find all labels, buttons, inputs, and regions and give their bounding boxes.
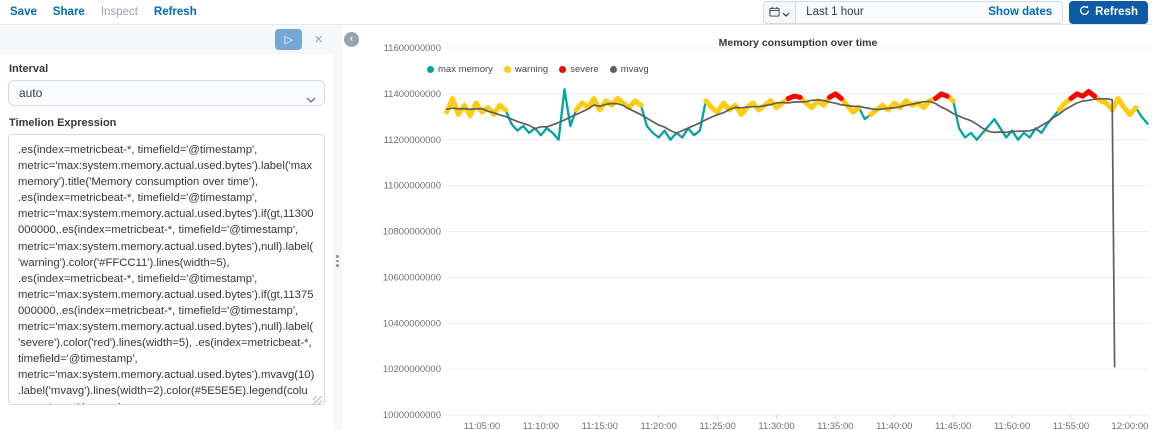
memory-consumption-chart: 11600000000 11400000000 11200000000 1100000… [383,43,1150,430]
x-axis-tick-label: 11:55:00 [1053,421,1089,430]
refresh-button[interactable]: Refresh [1069,0,1148,24]
legend-item-max-memory[interactable]: max memory [427,64,493,75]
legend-item-warning[interactable]: warning [503,64,549,75]
x-axis-tick-label: 11:35:00 [817,421,853,430]
legend-dot-max-memory [427,66,434,73]
legend-item-mvavg[interactable]: mvavg [609,64,649,75]
close-icon: × [314,31,323,48]
legend-item-severe[interactable]: severe [559,64,599,75]
y-axis-tick-label: 10400000000 [383,318,441,329]
options-panel-toolbar: ▷ × [0,25,333,54]
x-axis-tick-label: 11:10:00 [523,421,559,430]
series-severe-line [827,91,844,101]
vertical-dots-icon [336,253,339,269]
series-mvavg-line [445,97,1116,368]
options-form: Interval auto Timelion Expression .es(in… [0,54,333,410]
chart-panel: ‹ Memory consumption over time max memor… [342,25,1152,430]
x-axis-tick-label: 11:50:00 [994,421,1030,430]
apply-changes-button[interactable]: ▷ [275,29,303,50]
show-dates-button[interactable]: Show dates [978,6,1062,18]
x-axis-tick-label: 11:05:00 [464,421,500,430]
legend-dot-mvavg [609,66,617,73]
legend-dot-warning [503,66,511,73]
y-axis-tick-label: 10600000000 [383,272,441,283]
x-axis-tick-label: 11:30:00 [758,421,794,430]
interval-select[interactable]: auto [8,80,325,106]
refresh-button-label: Refresh [1095,6,1138,18]
save-button[interactable]: Save [10,6,37,18]
share-button[interactable]: Share [52,6,85,18]
play-icon: ▷ [284,34,293,46]
chevron-left-circle-icon: ‹ [349,33,354,45]
panel-resizer[interactable] [333,25,342,430]
refresh-link[interactable]: Refresh [153,6,197,18]
calendar-icon [769,5,780,20]
time-range-value[interactable]: Last 1 hour [806,6,864,18]
x-axis-tick-label: 11:45:00 [935,421,971,430]
legend-label: mvavg [620,64,649,75]
legend-label: warning [514,64,549,75]
series-warning-line [1056,89,1139,117]
discard-changes-button[interactable]: × [314,32,323,47]
y-axis-tick-label: 11400000000 [384,89,441,100]
expression-textarea-wrap: .es(index=metricbeat-*, timefield='@time… [8,134,325,410]
collapse-panel-button[interactable]: ‹ [344,32,359,47]
top-app-bar: Save Share Inspect Refresh Last 1 hour S… [0,0,1152,25]
legend-label: max memory [438,64,493,75]
legend-dot-severe [559,66,567,73]
x-axis-tick-label: 11:15:00 [582,421,618,430]
chart-legend: max memory warning severe mvavg [427,64,649,75]
y-axis-tick-label: 11200000000 [384,135,441,146]
inspect-button[interactable]: Inspect [100,6,138,18]
series-severe-line [933,91,950,101]
x-axis-tick-label: 11:20:00 [641,421,677,430]
y-axis-tick-label: 10800000000 [383,227,441,238]
y-axis-tick-label: 11000000000 [384,181,441,192]
super-date-picker: Last 1 hour Show dates [763,0,1064,24]
x-axis-tick-label: 11:25:00 [699,421,735,430]
series-warning-line [573,96,644,113]
quick-select-menu-button[interactable] [764,1,797,23]
legend-label: severe [570,64,599,75]
refresh-cycle-icon [1079,5,1090,19]
chart-title: Memory consumption over time [718,37,878,49]
y-axis-tick-label: 11600000000 [384,43,441,54]
y-axis-tick-label: 10000000000 [383,410,441,421]
series-severe-line [785,93,803,101]
chevron-down-icon [782,5,790,20]
series-severe-line [1068,89,1098,101]
timelion-expression-input[interactable]: .es(index=metricbeat-*, timefield='@time… [8,134,325,405]
x-axis-tick-label: 12:00:00 [1111,421,1148,430]
x-axis-tick-label: 11:40:00 [876,421,912,430]
action-links: Save Share Inspect Refresh [10,6,197,18]
visualize-editor: ▷ × Interval auto Timelion Expression .e… [0,25,1152,430]
y-axis-tick-label: 10200000000 [383,364,441,375]
timelion-options-panel: ▷ × Interval auto Timelion Expression .e… [0,25,333,430]
interval-label: Interval [9,63,49,75]
timelion-expression-label: Timelion Expression [9,117,117,129]
interval-select-wrap: auto [8,80,325,106]
